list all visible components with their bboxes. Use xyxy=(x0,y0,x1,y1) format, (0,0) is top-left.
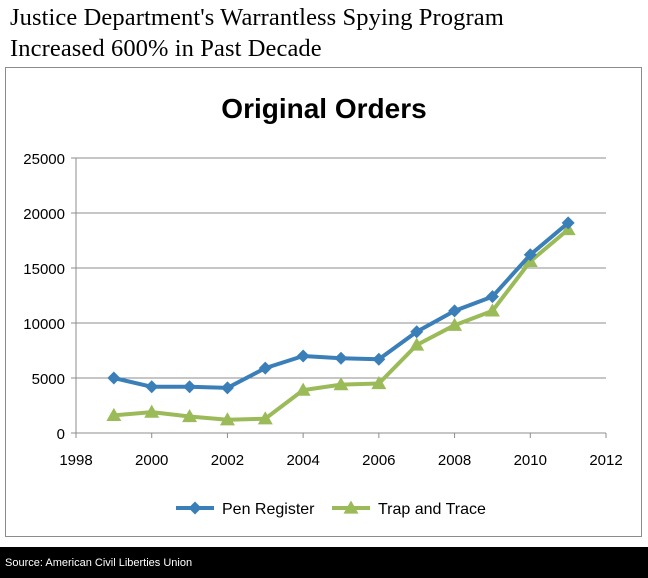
y-tick-label: 0 xyxy=(57,426,65,443)
data-point-trap-and-trace xyxy=(409,337,425,351)
data-point-trap-and-trace xyxy=(219,412,235,426)
headline: Justice Department's Warrantless Spying … xyxy=(10,2,646,64)
x-tick-label: 2012 xyxy=(589,452,622,469)
x-tick-label: 1998 xyxy=(59,452,92,469)
data-point-pen-register xyxy=(220,381,234,395)
y-tick-label: 15000 xyxy=(23,261,65,278)
legend-item-trap-and-trace: Trap and Trace xyxy=(332,500,486,518)
chart-frame xyxy=(5,67,642,537)
data-point-pen-register xyxy=(183,380,197,394)
legend-marker-trap-and-trace xyxy=(343,500,359,514)
data-point-pen-register xyxy=(258,361,272,375)
x-tick-label: 2000 xyxy=(135,452,168,469)
data-point-pen-register xyxy=(296,349,310,363)
legend-item-pen-register: Pen Register xyxy=(176,501,315,518)
data-point-pen-register xyxy=(523,248,537,262)
chart-title: Original Orders xyxy=(221,93,426,124)
data-point-trap-and-trace xyxy=(295,382,311,396)
y-tick-label: 10000 xyxy=(23,316,65,333)
data-point-trap-and-trace xyxy=(333,377,349,391)
data-point-trap-and-trace xyxy=(257,411,273,425)
data-point-pen-register xyxy=(372,352,386,366)
line-chart: Original Orders 0 5000 10000 15000 20000 2500… xyxy=(23,93,622,518)
y-tick-label: 20000 xyxy=(23,206,65,223)
data-point-trap-and-trace xyxy=(371,376,387,390)
axes: 0 5000 10000 15000 20000 25000 1998 2000 2002 200… xyxy=(23,151,622,469)
x-tick-label: 2002 xyxy=(211,452,244,469)
x-tick-label: 2008 xyxy=(438,452,471,469)
legend-label-pen-register: Pen Register xyxy=(222,501,315,518)
data-point-trap-and-trace xyxy=(484,303,500,317)
data-point-pen-register xyxy=(410,325,424,339)
data-point-pen-register xyxy=(334,351,348,365)
legend: Pen Register Trap and Trace xyxy=(176,500,486,518)
series-line-trap-and-trace xyxy=(113,227,570,422)
source-text: Source: American Civil Liberties Union xyxy=(5,557,193,569)
source-footer: Source: American Civil Liberties Union xyxy=(0,547,648,578)
headline-line-1: Justice Department's Warrantless Spying … xyxy=(10,4,504,31)
x-tick-label: 2010 xyxy=(514,452,547,469)
x-tick-label: 2004 xyxy=(286,452,319,469)
data-point-pen-register xyxy=(561,216,575,230)
data-point-pen-register xyxy=(107,371,121,385)
series-group xyxy=(106,216,576,426)
series-trap-and-trace xyxy=(106,222,576,426)
data-point-pen-register xyxy=(145,380,159,394)
data-point-pen-register xyxy=(485,290,499,304)
data-point-trap-and-trace xyxy=(144,404,160,418)
y-tick-label: 25000 xyxy=(23,151,65,168)
y-tick-label: 5000 xyxy=(32,371,65,388)
legend-marker-pen-register xyxy=(188,501,202,515)
headline-line-2: Increased 600% in Past Decade xyxy=(10,35,322,62)
x-tick-label: 2006 xyxy=(362,452,395,469)
data-point-pen-register xyxy=(448,304,462,318)
data-point-trap-and-trace xyxy=(106,407,122,422)
series-pen-register xyxy=(107,216,575,395)
data-point-trap-and-trace xyxy=(182,409,198,423)
data-point-trap-and-trace xyxy=(447,317,463,331)
legend-label-trap-and-trace: Trap and Trace xyxy=(378,501,486,518)
